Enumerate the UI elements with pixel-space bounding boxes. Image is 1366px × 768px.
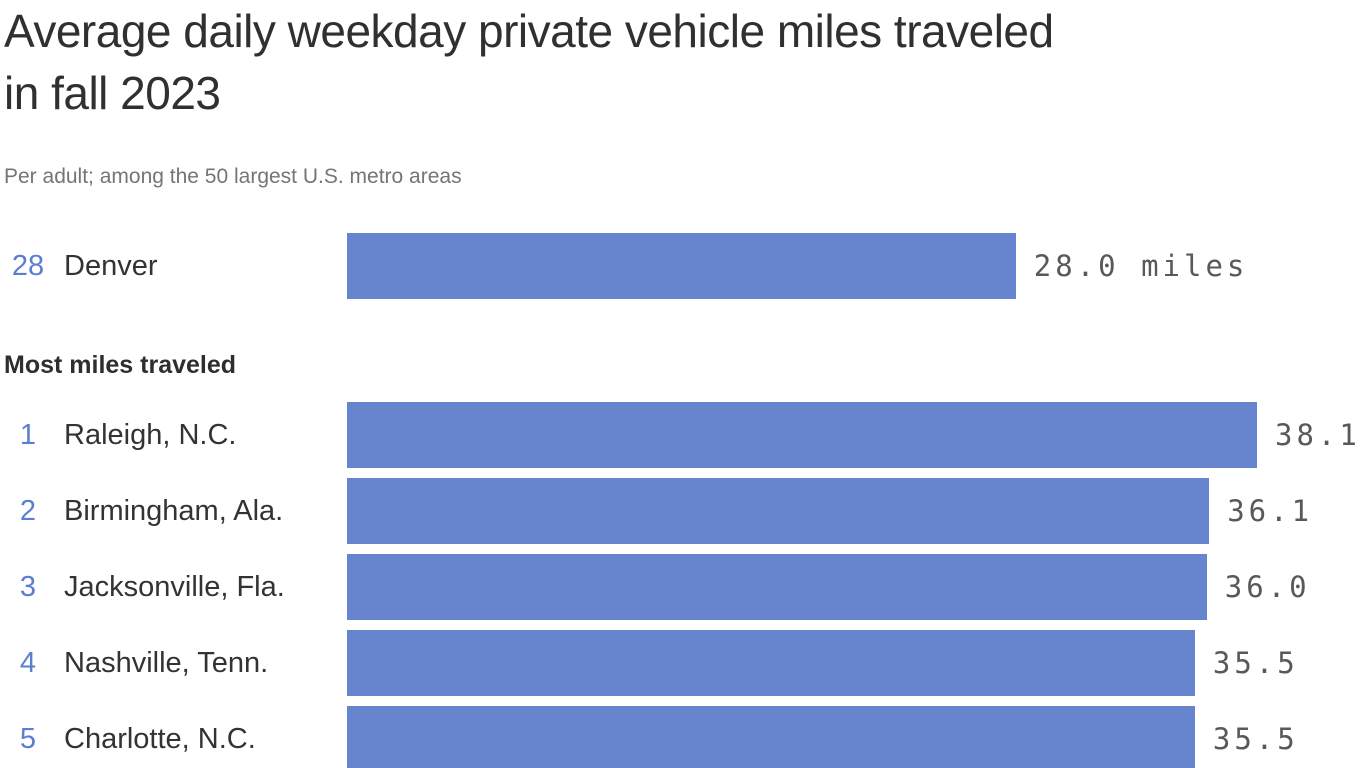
city-label: Nashville, Tenn. [64,646,269,679]
city-label: Raleigh, N.C. [64,418,237,451]
highlight-row-denver: 28 Denver 28.0 miles [0,233,1366,299]
chart-title: Average daily weekday private vehicle mi… [4,5,1054,119]
bar-nashville [347,630,1195,696]
rank-label: 4 [19,646,37,679]
bar-raleigh [347,402,1257,468]
section-header: Most miles traveled [4,351,237,379]
bar-denver [347,233,1016,299]
bar-row-raleigh: 1 Raleigh, N.C. 38.1 [0,402,1366,468]
rank-label: 3 [19,570,37,603]
value-label: 35.5 [1212,722,1299,756]
rank-label: 2 [19,494,37,527]
chart-subtitle: Per adult; among the 50 largest U.S. met… [4,165,462,188]
value-label: 36.1 [1227,494,1314,528]
city-label: Denver [64,249,158,282]
bar-row-birmingham: 2 Birmingham, Ala. 36.1 [0,478,1366,544]
rank-label: 1 [19,418,37,451]
bar-charlotte [347,706,1195,768]
city-label: Jacksonville, Fla. [64,570,285,603]
value-label: 38.1 [1275,418,1361,452]
rank-label: 5 [19,722,37,755]
city-label: Charlotte, N.C. [64,722,256,755]
bar-row-nashville: 4 Nashville, Tenn. 35.5 [0,630,1366,696]
rank-label: 28 [11,249,45,282]
value-label: 35.5 [1212,646,1299,680]
city-label: Birmingham, Ala. [64,494,284,527]
bar-row-charlotte: 5 Charlotte, N.C. 35.5 [0,706,1366,768]
bar-birmingham [347,478,1210,544]
bar-jacksonville [347,554,1207,620]
top5-rows: 1 Raleigh, N.C. 38.1 2 Birmingham, Ala. … [0,402,1366,768]
value-label: 28.0 miles [1033,249,1249,283]
bar-row-jacksonville: 3 Jacksonville, Fla. 36.0 [0,554,1366,620]
value-label: 36.0 [1224,570,1311,604]
